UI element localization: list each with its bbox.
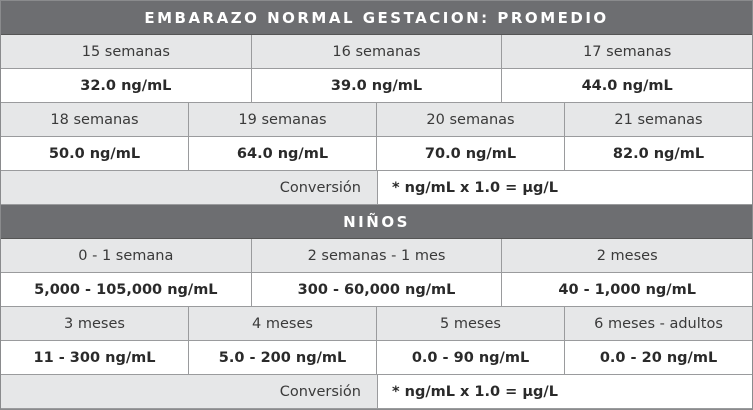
range-value: 0.0 - 90 ng/mL [377, 341, 565, 375]
range-value: 50.0 ng/mL [1, 137, 189, 171]
section-title: NIÑOS [1, 205, 752, 239]
section-title-row: NIÑOS [1, 205, 752, 239]
age-label: 3 meses [1, 307, 189, 341]
age-label: 2 meses [502, 239, 753, 273]
conversion-row: Conversión * ng/mL x 1.0 = µg/L [1, 375, 752, 409]
value-row: 5,000 - 105,000 ng/mL 300 - 60,000 ng/mL 4… [1, 273, 753, 307]
conversion-label: Conversión [1, 375, 378, 409]
range-value: 64.0 ng/mL [189, 137, 377, 171]
conversion-label: Conversión [1, 171, 378, 205]
range-value: 40 - 1,000 ng/mL [502, 273, 753, 307]
conversion-formula: * ng/mL x 1.0 = µg/L [378, 171, 752, 205]
range-value: 0.0 - 20 ng/mL [565, 341, 752, 375]
age-label: 4 meses [189, 307, 377, 341]
age-label: 6 meses - adultos [565, 307, 752, 341]
age-label: 2 semanas - 1 mes [251, 239, 503, 273]
range-value: 5,000 - 105,000 ng/mL [1, 273, 252, 307]
label-row: 3 meses 4 meses 5 meses 6 meses - adultos [1, 307, 752, 341]
age-label: 18 semanas [1, 103, 189, 137]
range-value: 44.0 ng/mL [502, 69, 753, 103]
label-row: 0 - 1 semana 2 semanas - 1 mes 2 meses [1, 239, 753, 273]
range-value: 70.0 ng/mL [377, 137, 565, 171]
range-value: 11 - 300 ng/mL [1, 341, 189, 375]
conversion-formula: * ng/mL x 1.0 = µg/L [378, 375, 752, 409]
age-label: 20 semanas [377, 103, 565, 137]
section-title: EMBARAZO NORMAL GESTACION: PROMEDIO [1, 1, 752, 35]
value-row: 32.0 ng/mL 39.0 ng/mL 44.0 ng/mL [1, 69, 753, 103]
age-label: 21 semanas [565, 103, 752, 137]
range-value: 39.0 ng/mL [251, 69, 503, 103]
label-row: 15 semanas 16 semanas 17 semanas [1, 35, 753, 69]
age-label: 5 meses [377, 307, 565, 341]
range-value: 5.0 - 200 ng/mL [189, 341, 377, 375]
age-label: 0 - 1 semana [1, 239, 252, 273]
value-row: 50.0 ng/mL 64.0 ng/mL 70.0 ng/mL 82.0 ng/mL [1, 137, 752, 171]
range-value: 32.0 ng/mL [1, 69, 252, 103]
age-label: 15 semanas [1, 35, 252, 69]
age-label: 17 semanas [502, 35, 753, 69]
age-label: 19 semanas [189, 103, 377, 137]
value-row: 11 - 300 ng/mL 5.0 - 200 ng/mL 0.0 - 90 ng… [1, 341, 752, 375]
range-value: 300 - 60,000 ng/mL [251, 273, 503, 307]
conversion-row: Conversión * ng/mL x 1.0 = µg/L [1, 171, 752, 205]
section-title-row: EMBARAZO NORMAL GESTACION: PROMEDIO [1, 1, 752, 35]
range-value: 82.0 ng/mL [565, 137, 752, 171]
label-row: 18 semanas 19 semanas 20 semanas 21 semanas [1, 103, 752, 137]
age-label: 16 semanas [251, 35, 503, 69]
